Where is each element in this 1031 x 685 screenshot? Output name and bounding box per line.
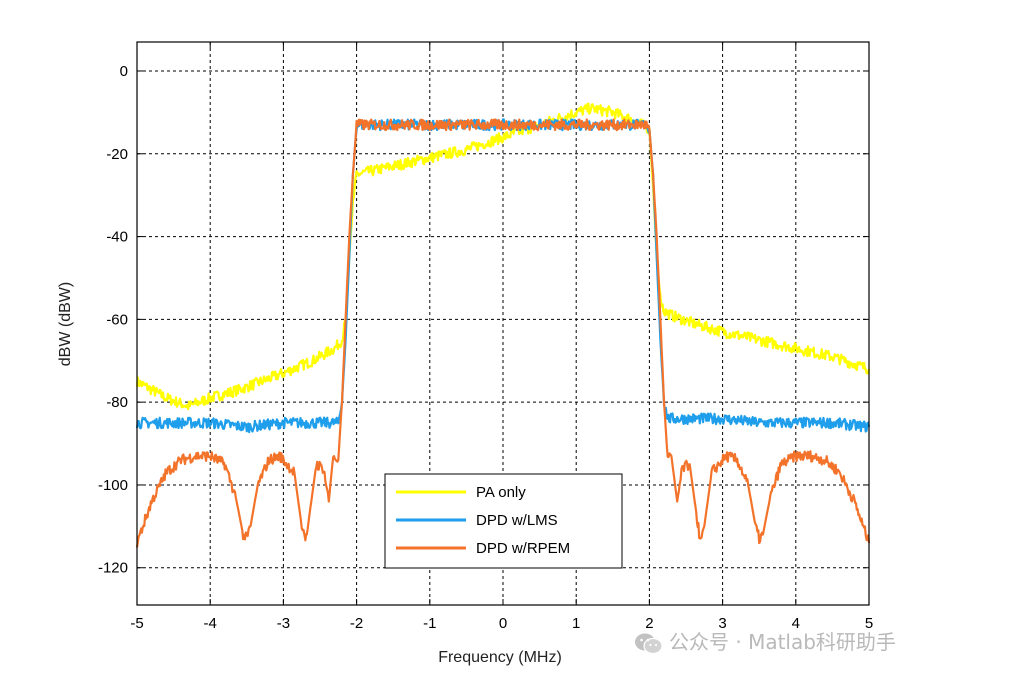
x-tick-label: 3 <box>718 615 726 632</box>
watermark-text: 公众号 · Matlab科研助手 <box>669 630 896 654</box>
y-tick-label: -60 <box>106 311 128 328</box>
series-layer <box>135 102 871 548</box>
series-line-dpd-w-rpem <box>135 118 871 548</box>
y-tick-label: -120 <box>98 560 128 577</box>
wechat-icon <box>635 633 663 654</box>
x-tick-label: -5 <box>130 615 143 632</box>
legend-label: PA only <box>476 484 526 501</box>
y-tick-labels: 0 -20 -40 -60 -80 -100 -120 <box>98 63 128 577</box>
axis-ticks <box>136 42 870 605</box>
x-tick-label: 0 <box>499 615 507 632</box>
legend: PA only DPD w/LMS DPD w/RPEM <box>384 473 623 569</box>
x-tick-label: 2 <box>645 615 653 632</box>
y-tick-label: -40 <box>106 229 128 246</box>
x-tick-label: 5 <box>865 615 873 632</box>
series-line-pa-only <box>135 102 871 411</box>
y-axis-label: dBW (dBW) <box>57 282 74 366</box>
y-tick-label: -80 <box>106 394 128 411</box>
x-tick-labels: -5 -4 -3 -2 -1 0 1 2 3 4 5 <box>130 615 873 632</box>
y-tick-label: -100 <box>98 477 128 494</box>
x-tick-label: -4 <box>204 615 217 632</box>
y-tick-label: -20 <box>106 146 128 163</box>
series-line-dpd-w-lms <box>135 118 871 434</box>
y-tick-label: 0 <box>120 63 128 80</box>
x-tick-label: 1 <box>572 615 580 632</box>
x-axis-label: Frequency (MHz) <box>438 649 562 666</box>
x-tick-label: -3 <box>277 615 290 632</box>
x-tick-label: -1 <box>423 615 436 632</box>
x-tick-label: 4 <box>792 615 800 632</box>
legend-label: DPD w/LMS <box>476 512 558 529</box>
x-tick-label: -2 <box>350 615 363 632</box>
watermark: 公众号 · Matlab科研助手 <box>633 626 896 657</box>
legend-label: DPD w/RPEM <box>476 540 570 557</box>
